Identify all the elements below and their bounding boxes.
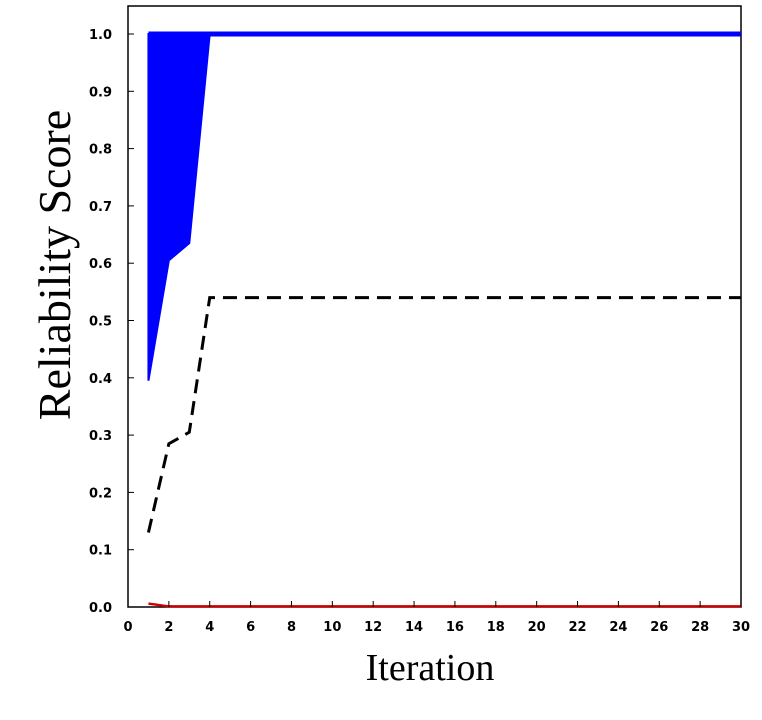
x-tick-label: 12	[364, 620, 382, 635]
x-tick-label: 30	[732, 620, 750, 635]
blue-band-area	[147, 33, 741, 381]
x-tick-label: 16	[446, 620, 464, 635]
plot-area	[127, 5, 742, 608]
x-axis: 0 2 4 6 8 10 12 14 16 18 20 22 24 26 28 30	[123, 601, 750, 635]
x-tick-label: 8	[287, 620, 296, 635]
x-tick-label: 20	[528, 620, 546, 635]
y-axis: 0.0 0.1 0.2 0.3 0.4 0.5 0.6 0.7 0.8 0.9 1.0	[89, 28, 134, 616]
x-tick-label: 18	[487, 620, 505, 635]
y-tick-label: 1.0	[89, 28, 112, 43]
x-tick-label: 10	[323, 620, 341, 635]
x-tick-label: 14	[405, 620, 423, 635]
y-tick-label: 0.2	[89, 486, 112, 501]
y-tick-label: 0.4	[89, 372, 112, 387]
series-line-2	[148, 602, 741, 608]
y-tick-label: 0.0	[89, 601, 112, 616]
y-tick-label: 0.6	[89, 257, 112, 272]
x-axis-title: Iteration	[366, 647, 495, 689]
x-tick-label: 28	[691, 620, 709, 635]
y-tick-label: 0.5	[89, 315, 112, 330]
plot-frame	[127, 5, 742, 608]
y-tick-label: 0.1	[89, 544, 112, 559]
x-tick-label: 22	[568, 620, 586, 635]
series-line-1	[146, 296, 741, 533]
x-tick-label: 6	[246, 620, 255, 635]
chart-marks	[146, 31, 741, 608]
x-tick-label: 4	[205, 620, 214, 635]
x-tick-label: 2	[164, 620, 173, 635]
y-tick-label: 0.3	[89, 429, 112, 444]
y-axis-title: Reliability Score	[29, 110, 80, 420]
x-tick-label: 24	[609, 620, 627, 635]
x-tick-label: 0	[123, 620, 132, 635]
y-tick-label: 0.8	[89, 143, 112, 158]
x-tick-label: 26	[650, 620, 668, 635]
y-tick-label: 0.9	[89, 85, 112, 100]
y-tick-label: 0.7	[89, 200, 112, 215]
